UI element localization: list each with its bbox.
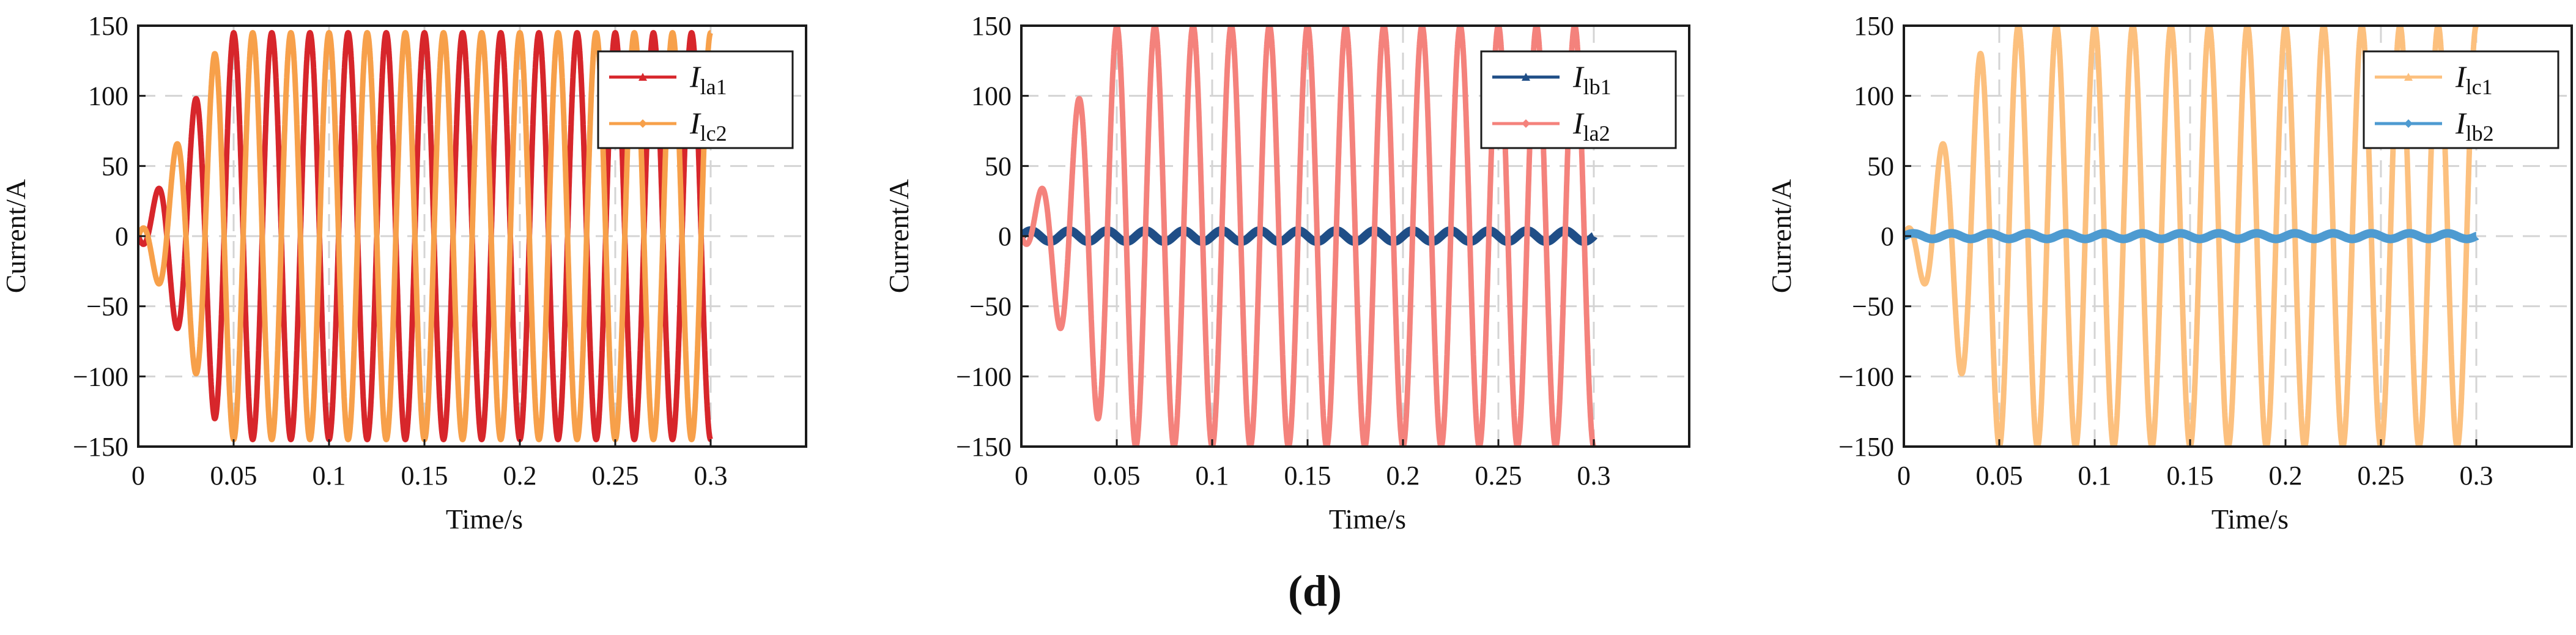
x-tick-label: 0 bbox=[1015, 461, 1028, 491]
series-line-lb1 bbox=[1021, 226, 1598, 247]
y-tick-label: 50 bbox=[1867, 151, 1894, 181]
y-tick-label: −150 bbox=[956, 432, 1012, 462]
x-tick-label: 0 bbox=[131, 461, 145, 491]
y-tick-label: −150 bbox=[73, 432, 128, 462]
x-tick-label: 0.3 bbox=[1577, 461, 1611, 491]
y-tick-label: −50 bbox=[86, 292, 128, 322]
legend-label-la2: Ila2 bbox=[1572, 106, 1610, 146]
x-tick-label: 0.25 bbox=[1475, 461, 1522, 491]
x-axis-label: Time/s bbox=[1329, 503, 1406, 535]
y-tick-label: 150 bbox=[88, 11, 128, 41]
y-tick-label: 0 bbox=[1881, 221, 1894, 251]
chart-panel-1: 0 0.05 0.1 0.15 0.2 0.25 0.3 150 100 50 0 −50 −100 −1… bbox=[0, 11, 807, 535]
y-tick-label: 0 bbox=[998, 221, 1012, 251]
x-tick-label: 0.2 bbox=[1386, 461, 1420, 491]
legend: Ilb1 Ila2 bbox=[1480, 50, 1677, 149]
y-tick-label: 150 bbox=[971, 11, 1012, 41]
x-tick-label: 0.25 bbox=[2358, 461, 2405, 491]
y-tick-label: −100 bbox=[956, 362, 1012, 392]
legend: Ila1 Ilc2 bbox=[597, 50, 794, 149]
legend-label-lb1: Ilb1 bbox=[1572, 59, 1612, 99]
x-tick-label: 0.05 bbox=[210, 461, 257, 491]
x-tick-label: 0.3 bbox=[694, 461, 728, 491]
y-tick-label: 100 bbox=[88, 81, 128, 111]
y-tick-label: −100 bbox=[1838, 362, 1894, 392]
y-tick-label: 0 bbox=[115, 221, 128, 251]
x-tick-label: 0 bbox=[1897, 461, 1911, 491]
x-tick-label: 0.05 bbox=[1976, 461, 2023, 491]
legend-label-lc1: Ilc1 bbox=[2455, 59, 2493, 99]
legend-marker bbox=[2404, 73, 2413, 81]
x-tick-label: 0.1 bbox=[2078, 461, 2112, 491]
figure-caption: (d) bbox=[1288, 566, 1342, 615]
y-tick-label: 100 bbox=[1854, 81, 1894, 111]
chart-panel-3: 0 0.05 0.1 0.15 0.2 0.25 0.3 150 100 50 0 −50 −100 −1… bbox=[1766, 11, 2573, 535]
legend: Ilc1 Ilb2 bbox=[2363, 50, 2559, 149]
x-tick-label: 0.25 bbox=[592, 461, 639, 491]
y-axis-label: Current/A bbox=[1766, 179, 1797, 294]
x-tick-label: 0.05 bbox=[1094, 461, 1141, 491]
y-tick-label: −150 bbox=[1838, 432, 1894, 462]
y-axis-label: Current/A bbox=[883, 179, 914, 294]
legend-marker bbox=[638, 119, 647, 128]
x-tick-label: 0.1 bbox=[1196, 461, 1229, 491]
chart-panel-2: 0 0.05 0.1 0.15 0.2 0.25 0.3 150 100 50 0 −50 −100 −1… bbox=[883, 11, 1690, 535]
legend-label-lb2: Ilb2 bbox=[2455, 106, 2494, 146]
legend-box bbox=[597, 50, 794, 149]
y-tick-label: 50 bbox=[102, 151, 128, 181]
series-line-la1 bbox=[138, 30, 714, 442]
legend-marker bbox=[1522, 73, 1530, 81]
x-tick-label: 0.15 bbox=[1284, 461, 1331, 491]
x-tick-label: 0.1 bbox=[313, 461, 346, 491]
y-tick-label: 50 bbox=[985, 151, 1012, 181]
legend-label-la1: Ila1 bbox=[689, 59, 727, 99]
x-tick-label: 0.3 bbox=[2460, 461, 2493, 491]
y-tick-label: −100 bbox=[73, 362, 128, 392]
x-tick-label: 0.15 bbox=[2167, 461, 2214, 491]
legend-marker bbox=[1522, 119, 1530, 128]
legend-label-lc2: Ilc2 bbox=[689, 106, 727, 146]
legend-box bbox=[2363, 50, 2559, 149]
x-tick-label: 0.2 bbox=[2269, 461, 2303, 491]
x-axis-label: Time/s bbox=[446, 503, 523, 535]
x-tick-label: 0.15 bbox=[401, 461, 448, 491]
x-tick-label: 0.2 bbox=[503, 461, 537, 491]
series-line-lb2 bbox=[1904, 229, 2481, 243]
x-axis-label: Time/s bbox=[2211, 503, 2289, 535]
legend-marker bbox=[638, 73, 647, 81]
y-tick-label: 150 bbox=[1854, 11, 1894, 41]
y-tick-label: 100 bbox=[971, 81, 1012, 111]
y-axis-label: Current/A bbox=[0, 179, 31, 294]
y-tick-label: −50 bbox=[1852, 292, 1894, 322]
legend-box bbox=[1480, 50, 1677, 149]
y-tick-label: −50 bbox=[969, 292, 1012, 322]
legend-marker bbox=[2404, 119, 2413, 128]
